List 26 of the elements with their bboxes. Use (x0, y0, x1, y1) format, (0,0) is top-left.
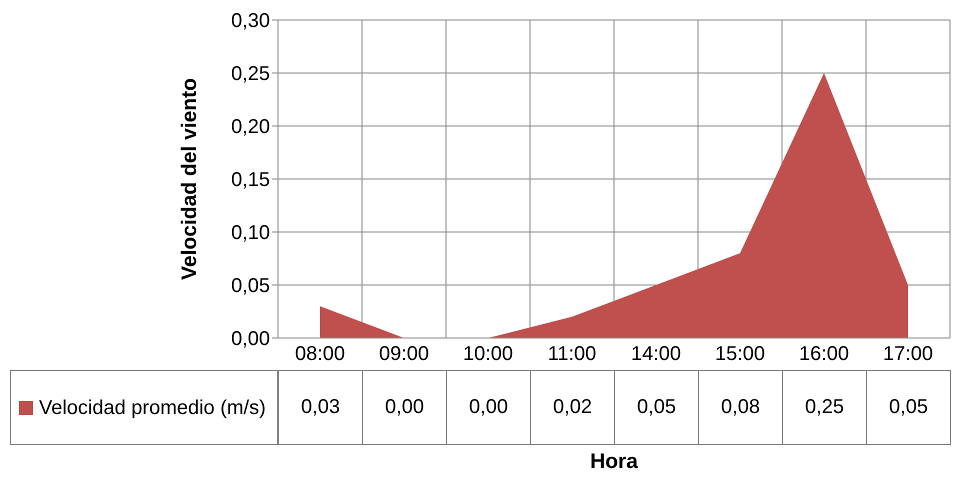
y-tick-label: 0,30 (231, 10, 270, 32)
data-label: 0,25 (782, 370, 867, 445)
x-tick-label: 16:00 (798, 343, 850, 366)
y-tick-label: 0,05 (231, 275, 270, 298)
data-label: 0,00 (362, 370, 447, 445)
legend-label: Velocidad promedio (m/s) (39, 396, 266, 420)
x-tick-label: 17:00 (882, 343, 934, 366)
x-tick-label: 09:00 (378, 343, 430, 366)
x-axis-title: Hora (589, 450, 639, 474)
data-label: 0,02 (530, 370, 615, 445)
y-tick-label: 0,25 (231, 63, 270, 86)
y-tick-label: 0,20 (231, 116, 270, 138)
x-tick-label: 15:00 (714, 343, 766, 366)
data-label: 0,03 (278, 370, 363, 445)
x-tick-label: 14:00 (630, 343, 682, 366)
y-tick-label: 0,00 (231, 328, 270, 350)
x-tick-label: 11:00 (548, 343, 596, 366)
x-tick-label: 08:00 (294, 343, 346, 366)
y-tick-label: 0,15 (231, 169, 270, 192)
y-axis-title: Velocidad del viento (178, 78, 202, 280)
data-label: 0,08 (698, 370, 783, 445)
data-label: 0,00 (446, 370, 531, 445)
data-label: 0,05 (614, 370, 699, 445)
x-tick-label: 10:00 (462, 343, 514, 366)
y-tick-label: 0,10 (231, 222, 270, 244)
data-label: 0,05 (866, 370, 951, 445)
